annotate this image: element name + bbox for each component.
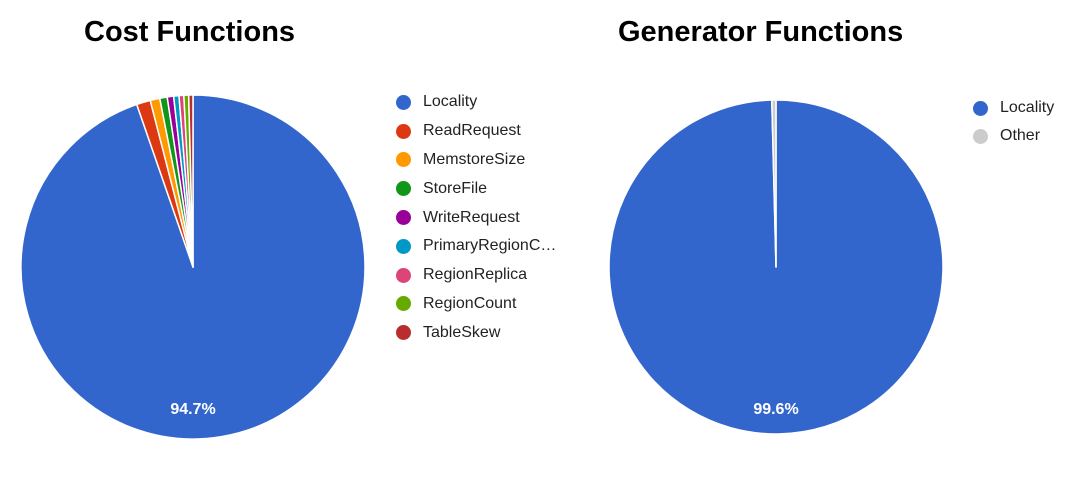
legend-swatch (396, 152, 411, 168)
generator-functions-legend: Locality Other (973, 94, 1054, 150)
slice-percent-label: 94.7% (170, 401, 215, 418)
legend-label: WriteRequest (423, 208, 520, 226)
legend-item-regioncount[interactable]: RegionCount (396, 290, 556, 319)
legend-label: Locality (1000, 99, 1055, 116)
pie-slice-tableskew[interactable] (187, 94, 194, 268)
legend-swatch (396, 325, 411, 341)
legend-label: TableSkew (423, 323, 501, 341)
cost-functions-pie: 94.7% (20, 94, 366, 440)
legend-label: RegionCount (423, 294, 517, 312)
legend-item-locality[interactable]: Locality (396, 88, 556, 117)
legend-label: ReadRequest (423, 122, 521, 140)
legend-swatch (396, 238, 411, 254)
legend-label: RegionReplica (423, 266, 528, 284)
generator-functions-title: Generator Functions (618, 16, 904, 48)
legend-swatch (396, 181, 411, 197)
legend-label: Locality (423, 93, 478, 111)
legend-item-storefile[interactable]: StoreFile (396, 174, 556, 203)
slice-percent-label: 99.6% (753, 401, 798, 418)
legend-swatch (973, 100, 988, 116)
legend-label: StoreFile (423, 179, 488, 197)
legend-label: MemstoreSize (423, 150, 526, 168)
legend-label: PrimaryRegionC… (423, 237, 557, 255)
legend-item-other[interactable]: Other (973, 122, 1054, 150)
legend-item-readrequest[interactable]: ReadRequest (396, 117, 556, 146)
legend-swatch (973, 128, 988, 144)
legend-item-tableskew[interactable]: TableSkew (396, 318, 556, 347)
legend-swatch (396, 267, 411, 283)
legend-label: Other (1000, 127, 1041, 144)
cost-functions-title: Cost Functions (84, 16, 296, 48)
legend-swatch (396, 296, 411, 312)
generator-functions-pie: 99.6% (608, 99, 944, 435)
legend-swatch (396, 210, 411, 226)
legend-item-memstoresize[interactable]: MemstoreSize (396, 146, 556, 175)
legend-item-primaryregionc[interactable]: PrimaryRegionC… (396, 232, 556, 261)
legend-swatch (396, 94, 411, 110)
pie-slice-other[interactable] (771, 99, 777, 268)
legend-item-writerequest[interactable]: WriteRequest (396, 203, 556, 232)
legend-item-locality[interactable]: Locality (973, 94, 1054, 122)
legend-item-regionreplica[interactable]: RegionReplica (396, 261, 556, 290)
cost-functions-legend: Locality ReadRequest MemstoreSize StoreFile… (396, 88, 556, 347)
legend-swatch (396, 123, 411, 139)
